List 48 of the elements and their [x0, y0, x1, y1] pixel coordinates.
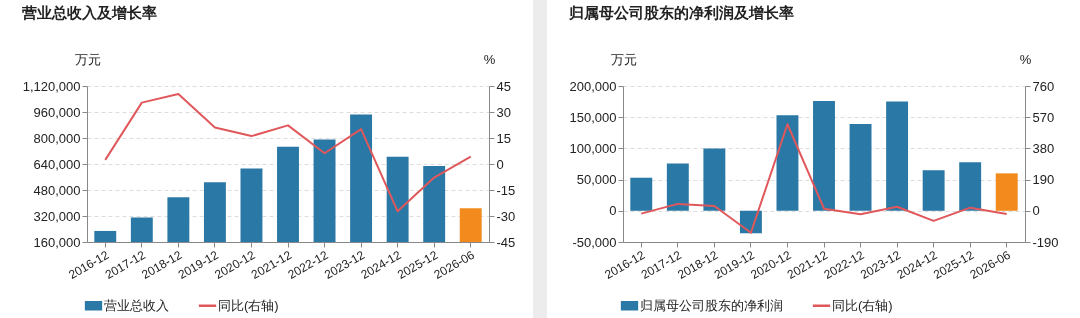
y2-tick-label: 380 — [1032, 140, 1055, 156]
y-tick-label: 160,000 — [33, 234, 81, 250]
y2-tick-label: -45 — [496, 234, 516, 250]
y-tick-label: 50,000 — [576, 172, 617, 188]
line-series — [104, 92, 472, 213]
y2-axis-title: % — [483, 51, 496, 67]
y2-tick-label: 570 — [1032, 109, 1055, 125]
y-tick-label: 480,000 — [33, 182, 81, 198]
line-series — [640, 123, 1008, 234]
y2-tick-label: 45 — [496, 78, 511, 94]
legend-label: 同比(右轴) — [218, 297, 279, 313]
legend-label: 营业总收入 — [104, 297, 169, 313]
y-tick-label: 640,000 — [33, 156, 81, 172]
bar — [922, 170, 945, 211]
y2-tick-label: 0 — [1032, 203, 1040, 219]
y2-tick-label: 760 — [1032, 78, 1055, 94]
y-tick-label: 0 — [609, 203, 617, 219]
y2-tick-label: -30 — [496, 208, 516, 224]
y-tick-label: 800,000 — [33, 130, 81, 146]
y-tick-label: 960,000 — [33, 104, 81, 120]
y2-tick-label: 0 — [496, 156, 504, 172]
bar — [666, 163, 689, 211]
y2-tick-label: 190 — [1032, 172, 1055, 188]
bar — [886, 101, 909, 211]
chart-title: 归属母公司股东的净利润及增长率 — [568, 4, 795, 21]
legend-label: 同比(右轴) — [832, 297, 893, 313]
y-tick-label: 200,000 — [569, 78, 617, 94]
bar — [995, 173, 1018, 211]
y2-tick-label: -190 — [1032, 234, 1059, 250]
y-axis-title: 万元 — [610, 51, 637, 67]
bar — [630, 177, 653, 211]
bar — [703, 148, 726, 211]
y2-tick-label: 15 — [496, 130, 511, 146]
y-tick-label: 150,000 — [569, 109, 617, 125]
y-tick-label: 320,000 — [33, 208, 81, 224]
chart-title: 营业总收入及增长率 — [21, 4, 158, 21]
bar — [959, 162, 982, 211]
y2-tick-label: 30 — [496, 104, 511, 120]
y-axis-title: 万元 — [74, 51, 101, 67]
y2-tick-label: -15 — [496, 182, 516, 198]
bar — [813, 100, 835, 211]
bar — [776, 115, 799, 211]
y-tick-label: 1,120,000 — [22, 78, 81, 94]
y2-axis-title: % — [1019, 51, 1032, 67]
y-tick-label: 100,000 — [569, 140, 617, 156]
y-tick-label: -50,000 — [572, 234, 617, 250]
bar — [849, 124, 872, 211]
legend-label: 归属母公司股东的净利润 — [640, 297, 783, 313]
